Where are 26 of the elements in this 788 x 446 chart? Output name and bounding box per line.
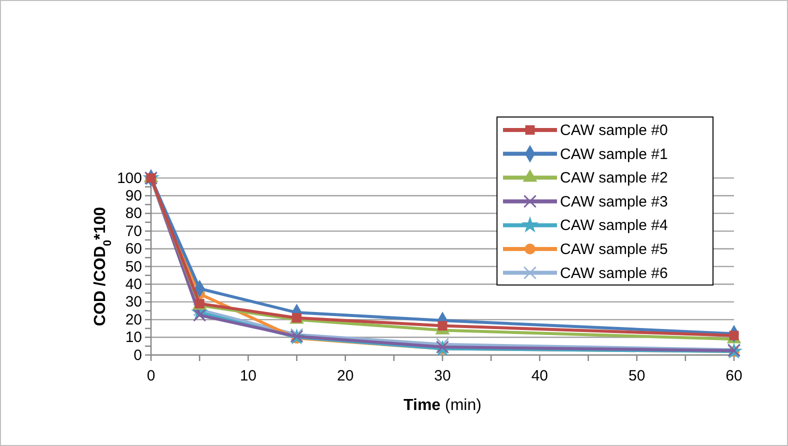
y-tick-label: 50 bbox=[125, 258, 142, 276]
x-tick-label: 50 bbox=[628, 368, 646, 384]
y-tick-label: 70 bbox=[125, 222, 142, 240]
y-tick-label: 40 bbox=[125, 276, 142, 293]
y-tick-label: 30 bbox=[125, 294, 142, 311]
y-tick-label: 10 bbox=[125, 329, 142, 346]
y-tick-label: 20 bbox=[125, 311, 142, 328]
x-tick-label: 30 bbox=[434, 368, 451, 384]
legend-label: CAW sample #2 bbox=[560, 170, 668, 187]
legend-label: CAW sample #0 bbox=[560, 122, 668, 139]
legend-label: CAW sample #4 bbox=[560, 217, 668, 234]
y-tick-label: 80 bbox=[125, 205, 142, 222]
x-tick-label: 20 bbox=[336, 368, 354, 384]
x-tick-label: 10 bbox=[240, 368, 257, 384]
x-axis-title: Time (min) bbox=[404, 397, 482, 414]
x-tick-label: 60 bbox=[726, 368, 742, 384]
y-tick-label: 90 bbox=[125, 188, 142, 204]
legend-label: CAW sample #3 bbox=[560, 193, 668, 210]
y-tick-label: 100 bbox=[116, 170, 142, 187]
x-tick-label: 0 bbox=[146, 368, 156, 384]
x-tick-label: 40 bbox=[531, 368, 548, 384]
y-tick-label: 0 bbox=[134, 346, 142, 364]
legend-label: CAW sample #6 bbox=[560, 264, 668, 282]
y-tick-label: 60 bbox=[125, 240, 142, 258]
legend-label: CAW sample #1 bbox=[560, 146, 668, 163]
legend-label: CAW sample #5 bbox=[560, 241, 668, 258]
